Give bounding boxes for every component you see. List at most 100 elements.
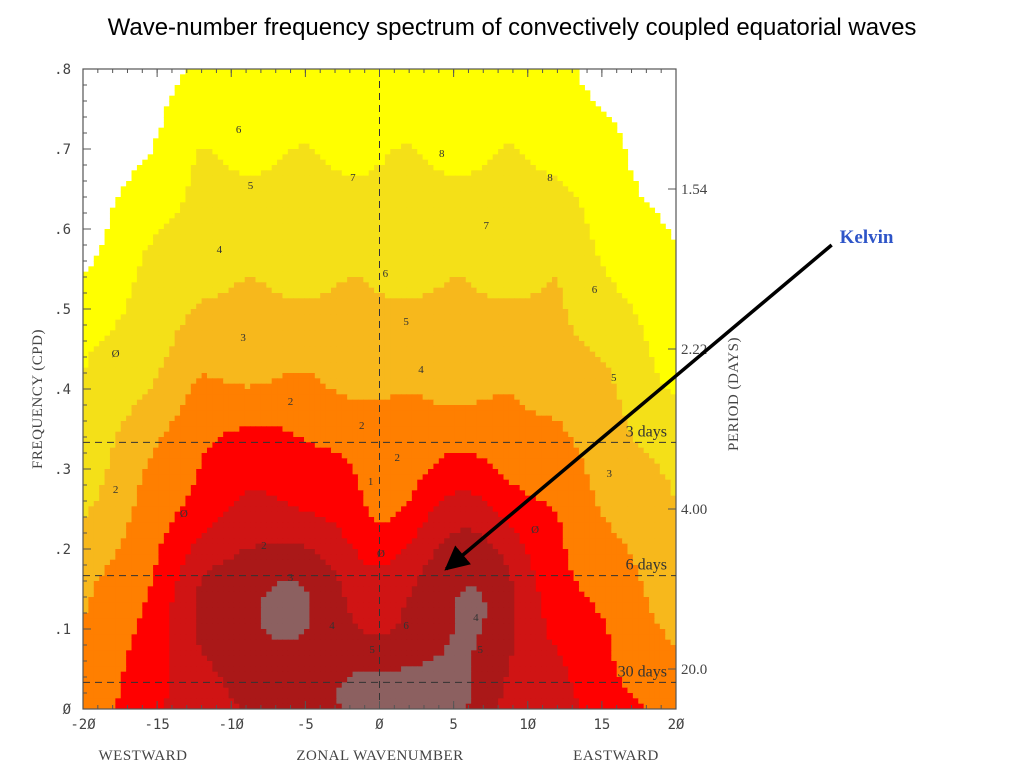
- heatmap-cell: [411, 330, 418, 337]
- heatmap-cell: [287, 202, 294, 209]
- heatmap-cell: [320, 261, 327, 267]
- heatmap-cell: [174, 213, 181, 219]
- heatmap-cell: [481, 197, 488, 203]
- heatmap-cell: [379, 170, 386, 177]
- heatmap-cell: [492, 191, 499, 198]
- heatmap-cell: [287, 245, 294, 251]
- heatmap-cell: [233, 271, 240, 278]
- heatmap-cell: [600, 207, 607, 214]
- heatmap-cell: [341, 117, 348, 123]
- heatmap-cell: [514, 293, 521, 299]
- heatmap-cell: [659, 250, 666, 257]
- heatmap-cell: [250, 133, 257, 139]
- heatmap-cell: [93, 261, 100, 267]
- heatmap-cell: [120, 287, 127, 294]
- heatmap-cell: [341, 213, 348, 219]
- heatmap-cell: [250, 319, 257, 326]
- heatmap-cell: [503, 282, 510, 289]
- heatmap-cell: [363, 213, 370, 219]
- heatmap-cell: [530, 197, 537, 203]
- heatmap-cell: [395, 90, 402, 97]
- heatmap-cell: [250, 341, 257, 347]
- heatmap-cell: [411, 117, 418, 123]
- heatmap-cell: [266, 133, 273, 139]
- heatmap-cell: [330, 138, 337, 145]
- heatmap-cell: [212, 138, 219, 145]
- heatmap-cell: [233, 143, 240, 150]
- heatmap-cell: [659, 277, 666, 283]
- heatmap-cell: [352, 271, 359, 278]
- heatmap-cell: [530, 202, 537, 209]
- heatmap-cell: [514, 330, 521, 337]
- heatmap-cell: [390, 293, 397, 299]
- heatmap-cell: [174, 229, 181, 235]
- heatmap-cell: [422, 213, 429, 219]
- heatmap-cell: [465, 207, 472, 214]
- heatmap-cell: [525, 202, 532, 209]
- heatmap-cell: [314, 319, 321, 326]
- heatmap-cell: [433, 186, 440, 193]
- heatmap-cell: [438, 101, 445, 107]
- heatmap-cell: [552, 266, 558, 273]
- heatmap-cell: [578, 218, 585, 225]
- heatmap-cell: [330, 293, 337, 299]
- heatmap-cell: [309, 250, 316, 257]
- heatmap-cell: [109, 250, 116, 257]
- heatmap-cell: [514, 90, 521, 97]
- heatmap-cell: [438, 298, 445, 305]
- heatmap-cell: [190, 111, 197, 118]
- heatmap-cell: [233, 234, 240, 241]
- heatmap-cell: [217, 117, 224, 123]
- heatmap-cell: [444, 79, 451, 86]
- heatmap-cell: [519, 330, 526, 337]
- heatmap-cell: [250, 149, 257, 155]
- heatmap-cell: [266, 255, 273, 262]
- heatmap-cell: [600, 229, 607, 235]
- heatmap-cell: [487, 325, 494, 331]
- heatmap-cell: [185, 181, 192, 187]
- heatmap-cell: [562, 95, 569, 102]
- heatmap-cell: [406, 101, 413, 107]
- heatmap-cell: [196, 223, 203, 230]
- heatmap-cell: [535, 266, 542, 273]
- heatmap-cell: [514, 197, 521, 203]
- heatmap-cell: [481, 277, 488, 283]
- heatmap-cell: [438, 175, 445, 182]
- heatmap-cell: [552, 293, 558, 299]
- heatmap-cell: [163, 111, 170, 118]
- heatmap-cell: [557, 282, 564, 289]
- heatmap-cell: [433, 181, 440, 187]
- heatmap-cell: [271, 287, 278, 294]
- heatmap-cell: [605, 271, 612, 278]
- heatmap-cell: [239, 154, 246, 161]
- heatmap-cell: [201, 250, 208, 257]
- heatmap-cell: [595, 175, 602, 182]
- heatmap-cell: [120, 293, 127, 299]
- heatmap-cell: [330, 277, 337, 283]
- heatmap-cell: [460, 186, 467, 193]
- heatmap-cell: [476, 74, 483, 81]
- heatmap-cell: [99, 261, 106, 267]
- heatmap-cell: [293, 138, 300, 145]
- heatmap-cell: [525, 271, 532, 278]
- heatmap-cell: [465, 106, 472, 113]
- heatmap-cell: [411, 154, 418, 161]
- heatmap-cell: [465, 74, 472, 81]
- heatmap-cell: [169, 218, 176, 225]
- heatmap-cell: [185, 101, 192, 107]
- heatmap-cell: [136, 239, 143, 246]
- heatmap-cell: [519, 303, 526, 310]
- heatmap-cell: [201, 175, 208, 182]
- heatmap-cell: [336, 239, 343, 246]
- heatmap-cell: [244, 325, 251, 331]
- heatmap-cell: [444, 309, 451, 315]
- heatmap-cell: [541, 181, 548, 187]
- heatmap-cell: [174, 319, 181, 326]
- heatmap-cell: [239, 282, 246, 289]
- heatmap-cell: [519, 202, 526, 209]
- heatmap-cell: [401, 79, 408, 86]
- heatmap-cell: [438, 181, 445, 187]
- heatmap-cell: [568, 335, 575, 342]
- heatmap-cell: [357, 117, 364, 123]
- heatmap-cell: [546, 250, 553, 257]
